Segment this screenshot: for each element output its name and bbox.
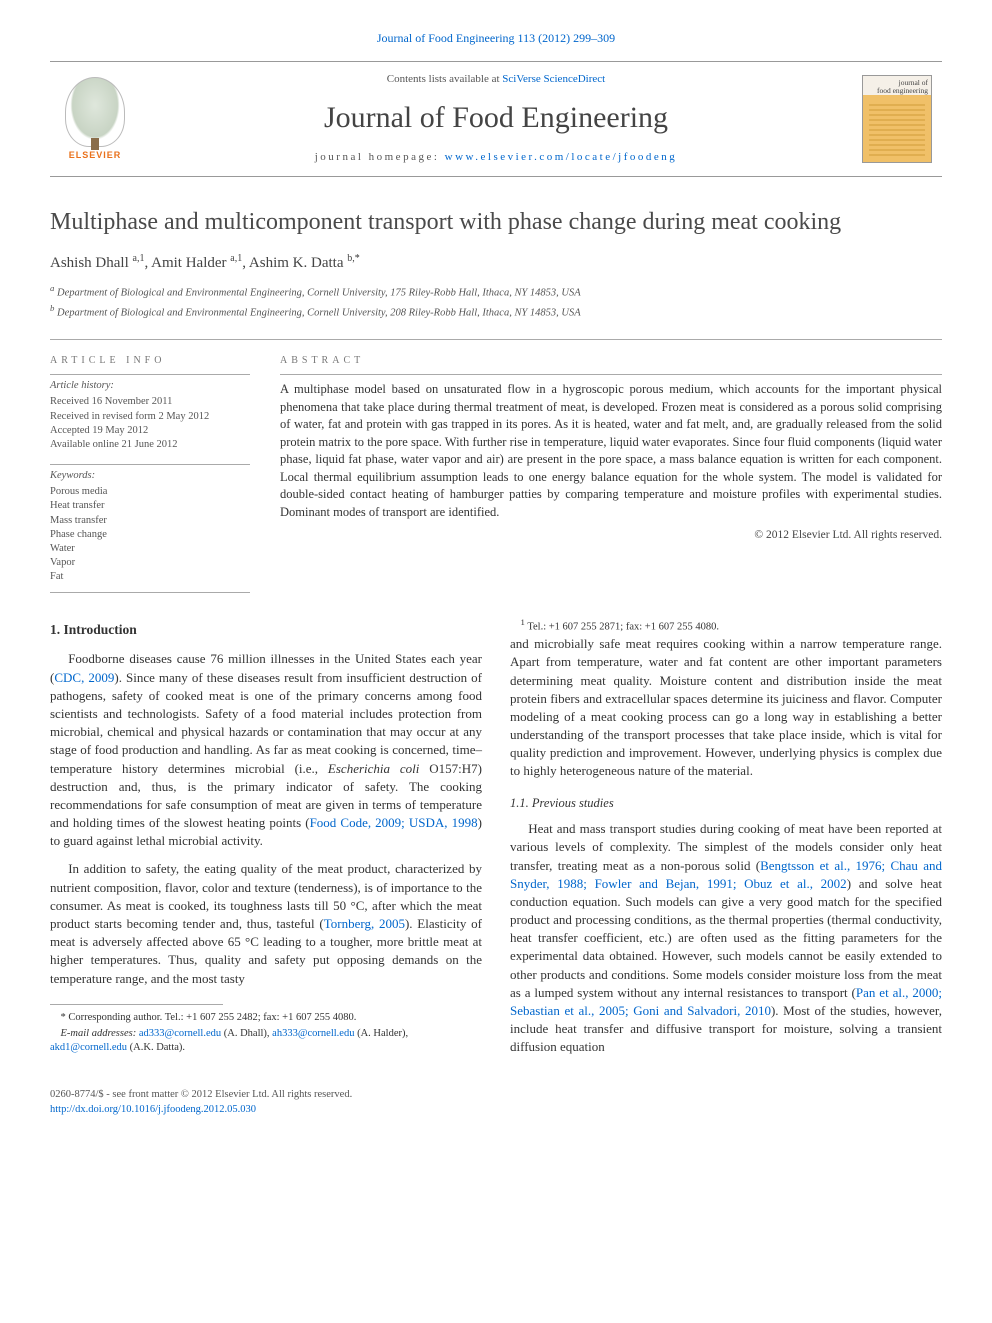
paragraph: In addition to safety, the eating qualit…: [50, 860, 482, 987]
history-item: Available online 21 June 2012: [50, 438, 250, 452]
history-item: Accepted 19 May 2012: [50, 424, 250, 438]
text-run: (A. Halder),: [354, 1028, 408, 1039]
journal-name: Journal of Food Engineering: [140, 96, 852, 140]
journal-cover-thumb: journal of food engineering: [852, 75, 942, 163]
cover-body-icon: [869, 104, 925, 156]
text-run: ) and solve heat conduction equation. Su…: [510, 876, 942, 1000]
keyword: Phase change: [50, 528, 250, 542]
history-item: Received in revised form 2 May 2012: [50, 410, 250, 424]
paragraph: Foodborne diseases cause 76 million illn…: [50, 650, 482, 850]
homepage-prefix: journal homepage:: [315, 151, 445, 163]
email-link[interactable]: ad333@cornell.edu: [139, 1028, 221, 1039]
affiliation-b: b Department of Biological and Environme…: [50, 302, 942, 321]
tel-footnote: 1 Tel.: +1 607 255 2871; fax: +1 607 255…: [510, 617, 942, 635]
keyword: Porous media: [50, 485, 250, 499]
affiliation-a: a Department of Biological and Environme…: [50, 282, 942, 301]
email-link[interactable]: ah333@cornell.edu: [272, 1028, 354, 1039]
keywords-block: Keywords: Porous media Heat transfer Mas…: [50, 464, 250, 593]
page-footer: 0260-8774/$ - see front matter © 2012 El…: [50, 1087, 942, 1117]
italic-run: Escherichia coli: [328, 761, 419, 776]
citation-link[interactable]: Food Code, 2009; USDA, 1998: [310, 815, 478, 830]
paragraph: Heat and mass transport studies during c…: [510, 820, 942, 1056]
front-matter-line: 0260-8774/$ - see front matter © 2012 El…: [50, 1087, 942, 1102]
keyword: Fat: [50, 570, 250, 584]
citation-link[interactable]: Tornberg, 2005: [324, 916, 405, 931]
publisher-name: ELSEVIER: [69, 149, 122, 162]
doi-link[interactable]: http://dx.doi.org/10.1016/j.jfoodeng.201…: [50, 1104, 256, 1115]
paragraph: and microbially safe meat requires cooki…: [510, 635, 942, 781]
article-body: 1. Introduction Foodborne diseases cause…: [50, 617, 942, 1062]
keyword: Vapor: [50, 556, 250, 570]
citation-link[interactable]: CDC, 2009: [54, 670, 114, 685]
article-title: Multiphase and multicomponent transport …: [50, 205, 942, 240]
keyword: Heat transfer: [50, 499, 250, 513]
corresponding-author-footnote: Corresponding author. Tel.: +1 607 255 2…: [50, 1011, 482, 1025]
text-run: (A.K. Datta).: [127, 1042, 185, 1053]
journal-header: ELSEVIER Contents lists available at Sci…: [50, 61, 942, 176]
abstract-column: ABSTRACT A multiphase model based on uns…: [280, 354, 942, 594]
publisher-logo: ELSEVIER: [50, 77, 140, 162]
info-abstract-row: ARTICLE INFO Article history: Received 1…: [50, 339, 942, 594]
affiliations: a Department of Biological and Environme…: [50, 282, 942, 320]
abstract-copyright: © 2012 Elsevier Ltd. All rights reserved…: [280, 527, 942, 544]
homepage-url[interactable]: www.elsevier.com/locate/jfoodeng: [445, 151, 678, 163]
contents-line: Contents lists available at SciVerse Sci…: [140, 72, 852, 88]
keyword: Mass transfer: [50, 514, 250, 528]
article-info-heading: ARTICLE INFO: [50, 354, 250, 369]
text-run: (A. Dhall),: [221, 1028, 272, 1039]
header-center: Contents lists available at SciVerse Sci…: [140, 72, 852, 165]
running-citation: Journal of Food Engineering 113 (2012) 2…: [50, 30, 942, 47]
contents-prefix: Contents lists available at: [387, 73, 502, 85]
email-footnote: E-mail addresses: ad333@cornell.edu (A. …: [50, 1027, 482, 1055]
keywords-label: Keywords:: [50, 469, 250, 483]
section-1-heading: 1. Introduction: [50, 621, 482, 640]
section-1-1-heading: 1.1. Previous studies: [510, 795, 942, 813]
history-item: Received 16 November 2011: [50, 395, 250, 409]
article-info-column: ARTICLE INFO Article history: Received 1…: [50, 354, 250, 594]
email-link[interactable]: akd1@cornell.edu: [50, 1042, 127, 1053]
author-list: Ashish Dhall a,1, Amit Halder a,1, Ashim…: [50, 252, 942, 275]
keyword: Water: [50, 542, 250, 556]
abstract-text: A multiphase model based on unsaturated …: [280, 374, 942, 521]
cover-title-2: food engineering: [866, 87, 928, 95]
article-history-block: Article history: Received 16 November 20…: [50, 374, 250, 452]
homepage-line: journal homepage: www.elsevier.com/locat…: [140, 150, 852, 166]
sciencedirect-link[interactable]: SciVerse ScienceDirect: [502, 73, 605, 85]
abstract-heading: ABSTRACT: [280, 354, 942, 369]
cover-thumbnail: journal of food engineering: [862, 75, 932, 163]
footnote-rule: [50, 1004, 223, 1005]
elsevier-tree-icon: [65, 77, 125, 147]
history-label: Article history:: [50, 379, 250, 393]
citation-link[interactable]: Journal of Food Engineering 113 (2012) 2…: [377, 31, 615, 45]
emails-label: E-mail addresses:: [61, 1028, 139, 1039]
